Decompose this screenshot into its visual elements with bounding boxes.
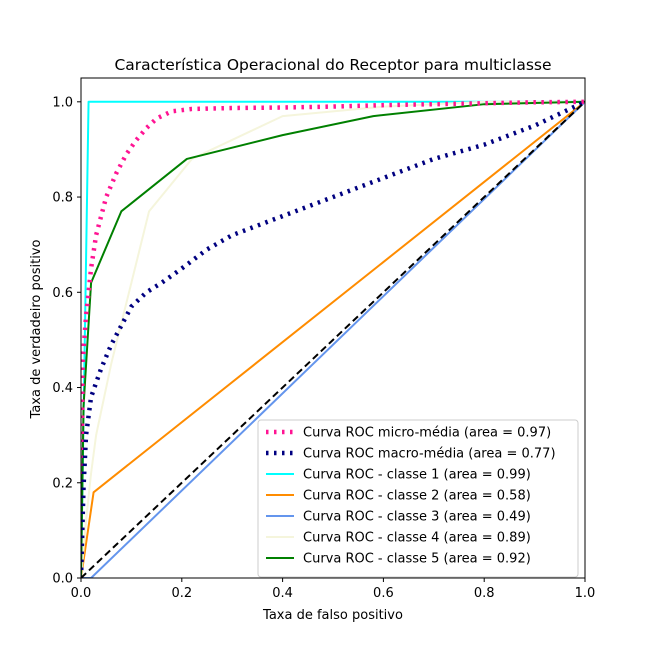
legend-entry-label: Curva ROC micro-média (area = 0.97) — [303, 426, 551, 441]
legend-entry-label: Curva ROC - classe 3 (area = 0.49) — [303, 510, 531, 525]
x-tick-label: 1.0 — [575, 586, 596, 601]
x-tick-label: 0.6 — [373, 586, 394, 601]
legend-entry-label: Curva ROC - classe 2 (area = 0.58) — [303, 489, 531, 504]
series-line-5 — [81, 100, 585, 578]
legend-box — [257, 419, 579, 578]
series-line-3 — [81, 101, 585, 578]
x-axis-label: Taxa de falso positivo — [262, 608, 403, 623]
y-tick-label: 0.2 — [52, 476, 73, 491]
series-line-4 — [81, 101, 585, 578]
x-tick-label: 0.8 — [474, 586, 495, 601]
chance-diagonal-line — [81, 101, 585, 578]
y-tick-label: 1.0 — [52, 95, 73, 110]
legend-entry-label: Curva ROC - classe 5 (area = 0.92) — [303, 552, 531, 567]
legend: Curva ROC micro-média (area = 0.97) Curva… — [257, 419, 579, 578]
x-tick-label: 0.2 — [171, 586, 192, 601]
series-line-6 — [81, 100, 585, 578]
y-tick-label: 0.6 — [52, 286, 73, 301]
axes-frame — [80, 77, 586, 579]
y-tick-label: 0.0 — [52, 572, 73, 587]
axes: 0.0 0.2 0.4 0.6 0.8 1.0 0.0 0.2 0.4 0.6 0.8 1.0 — [52, 77, 596, 601]
series-line-0 — [81, 99, 585, 578]
chart-title: Característica Operacional do Receptor p… — [114, 56, 551, 74]
x-tick-label: 0.4 — [272, 586, 293, 601]
legend-entry-label: Curva ROC - classe 4 (area = 0.89) — [303, 531, 531, 546]
y-axis-label: Taxa de verdadeiro positivo — [29, 240, 44, 420]
series-line-1 — [81, 99, 585, 578]
legend-entry-label: Curva ROC - classe 1 (area = 0.99) — [303, 468, 531, 483]
y-tick-label: 0.4 — [52, 381, 73, 396]
x-tick-label: 0.0 — [71, 586, 92, 601]
y-tick-label: 0.8 — [52, 191, 73, 206]
legend-entry-label: Curva ROC macro-média (area = 0.77) — [303, 447, 556, 462]
